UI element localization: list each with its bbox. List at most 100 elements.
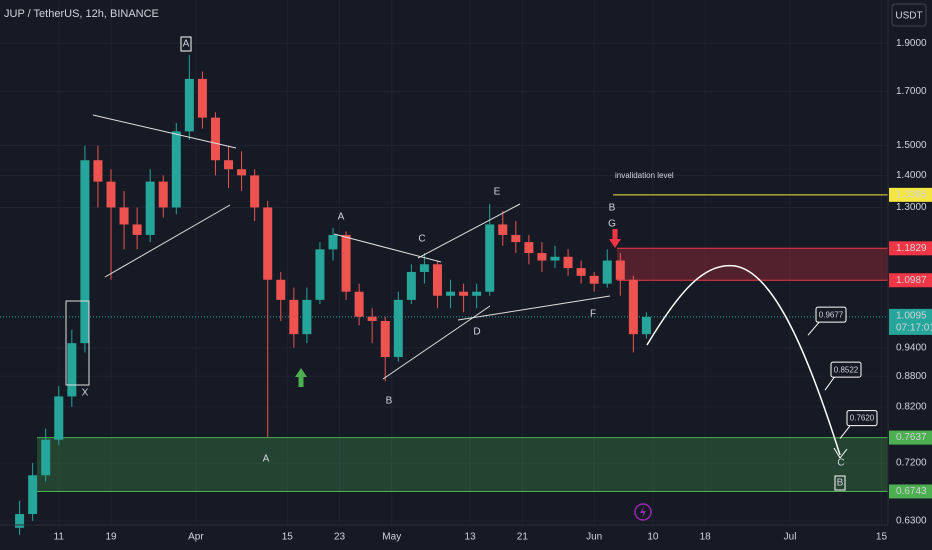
candle-body — [158, 181, 168, 208]
wave-label: A — [263, 454, 270, 465]
trend-line — [457, 295, 611, 321]
drawings — [65, 114, 848, 459]
countdown: 07:17:01 — [896, 323, 932, 334]
zones — [0, 194, 888, 492]
currency: USDT — [895, 11, 922, 22]
x-tick-label: 18 — [700, 532, 712, 543]
candle-body — [550, 256, 560, 261]
target-box — [830, 361, 862, 378]
candle-body — [472, 291, 482, 296]
price-label-bg — [889, 308, 932, 335]
candle-body — [393, 299, 403, 358]
wave-label: A — [338, 212, 345, 223]
candle-body — [263, 207, 273, 280]
candle-body — [628, 279, 638, 335]
x-tick-label: 23 — [334, 532, 346, 543]
price-label: 0.6743 — [896, 486, 927, 497]
wave-label: C — [418, 234, 425, 245]
x-tick-label: Jun — [586, 532, 602, 543]
wave-label: G — [608, 219, 616, 230]
wave-label-box — [180, 36, 192, 52]
projection-curve — [646, 264, 841, 456]
wave-label: B — [386, 396, 393, 407]
wave-label: X — [82, 388, 89, 399]
target-pointer — [807, 320, 821, 336]
axis-labels: 0.6300 0.7200 0.8200 0.8800 0.9400 1.3000 1.40… — [54, 38, 932, 543]
candle-body — [289, 299, 299, 335]
candle-body — [237, 169, 247, 176]
candle-body — [367, 316, 377, 321]
candle-body — [80, 160, 90, 344]
x-tick-label: Apr — [188, 532, 204, 543]
wave-label: E — [494, 187, 501, 198]
x-tick-label: May — [382, 532, 401, 543]
price-label: 1.3385 — [896, 189, 927, 200]
price-label: 1.0095 — [896, 311, 927, 322]
x-tick-label: 15 — [282, 532, 294, 543]
candle-body — [459, 291, 469, 296]
invalidation-label: invalidation level — [615, 171, 674, 180]
wave-label: C — [837, 458, 844, 469]
y-tick-label: 0.8800 — [896, 371, 927, 382]
price-label-bg — [889, 430, 932, 445]
y-tick-label: 0.9400 — [896, 342, 927, 353]
x-tick-label: 15 — [876, 532, 888, 543]
candle-body — [380, 320, 390, 358]
candle-body — [498, 224, 508, 235]
candle-body — [54, 396, 64, 440]
candle-body — [341, 234, 351, 292]
trend-line — [417, 203, 521, 259]
y-tick-label: 0.7200 — [896, 458, 927, 469]
y-tick-label: 1.9000 — [896, 38, 927, 49]
candle-body — [41, 439, 51, 476]
sell-arrow — [609, 229, 621, 248]
price-label: 0.7637 — [896, 432, 927, 443]
candle-body — [524, 242, 534, 254]
event-icon[interactable] — [634, 503, 652, 521]
candles — [15, 54, 651, 535]
y-tick-label: 0.8200 — [896, 401, 927, 412]
chart-title: JUP / TetherUS, 12h, BINANCE — [4, 8, 159, 20]
candle-body — [119, 207, 129, 225]
price-label-bg — [889, 187, 932, 202]
candle-body — [615, 260, 625, 280]
y-tick-label: 1.7000 — [896, 86, 927, 97]
target-box — [815, 306, 847, 323]
candle-body — [184, 78, 194, 132]
trend-line — [92, 114, 237, 149]
x-tick-label: 10 — [647, 532, 659, 543]
candle-body — [250, 175, 260, 208]
candle-body — [419, 264, 429, 272]
trend-line — [104, 204, 231, 278]
target-pointer — [824, 375, 836, 391]
x-tick-label: Jul — [784, 532, 797, 543]
target-label: 0.8522 — [834, 365, 859, 374]
price-label-bg — [889, 241, 932, 256]
candle-body — [210, 117, 220, 161]
target-box — [846, 410, 878, 427]
candle-body — [354, 291, 364, 317]
annotations: invalidation level 0.9677 0.8522 0.7620 A X A A… — [82, 36, 878, 491]
candle-body — [511, 234, 521, 243]
price-label-bg — [889, 484, 932, 499]
y-tick-label: 0.6300 — [896, 516, 927, 527]
candle-body — [589, 275, 599, 284]
candle-body — [315, 249, 325, 300]
target-label: 0.9677 — [819, 310, 844, 319]
target-label: 0.7620 — [850, 414, 875, 423]
event-bolt — [640, 506, 646, 518]
candle-body — [602, 260, 612, 284]
wave-label: A — [183, 39, 190, 50]
candle-body — [15, 514, 25, 528]
currency-box[interactable] — [891, 3, 927, 27]
candle-body — [28, 475, 38, 515]
candle-body — [406, 271, 416, 300]
y-tick-label: 1.3000 — [896, 202, 927, 213]
y-tick-label: 1.4000 — [896, 170, 927, 181]
x-box — [65, 300, 90, 386]
price-label: 1.0987 — [896, 275, 927, 286]
candle-body — [145, 181, 155, 235]
price-label: 1.1829 — [896, 243, 927, 254]
wave-label-box — [834, 475, 846, 491]
